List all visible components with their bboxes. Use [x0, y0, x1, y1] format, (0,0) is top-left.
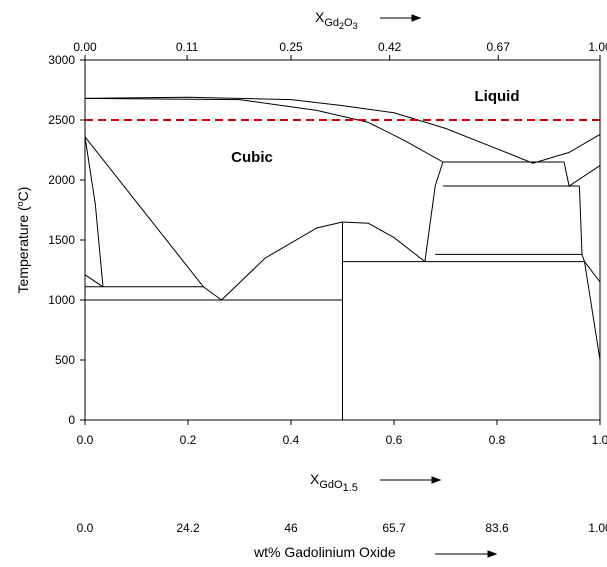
- label-part: C): [15, 187, 31, 202]
- phase-boundary: [84, 136, 222, 301]
- x2-axis-label: XGd2O3: [315, 9, 358, 31]
- label-part: 3: [353, 21, 358, 31]
- x3-tick-label: 65.7: [382, 521, 406, 535]
- label-part: X: [310, 471, 320, 487]
- phase-boundary: [584, 261, 601, 283]
- annotation: Liquid: [475, 88, 520, 105]
- x3-tick-label: 24.2: [176, 521, 200, 535]
- label-part: X: [315, 9, 325, 25]
- x2-tick-label: 0.67: [487, 40, 511, 54]
- annotation: Cubic: [231, 149, 273, 166]
- phase-boundary: [563, 161, 601, 187]
- y-tick-label: 3000: [48, 53, 75, 67]
- x-tick-label: 0.2: [180, 433, 197, 447]
- x2-tick-label: 0.11: [176, 40, 199, 54]
- x-tick-label: 1.0: [592, 433, 607, 447]
- phase-boundary: [424, 161, 444, 262]
- x2-tick-label: 1.00: [588, 40, 607, 54]
- y-tick-label: 1000: [48, 293, 75, 307]
- phase-boundary: [84, 274, 104, 288]
- x2-tick-label: 0.25: [279, 40, 303, 54]
- label-part: GdO: [319, 479, 343, 491]
- y-tick-label: 2500: [48, 113, 75, 127]
- phase-boundary: [84, 96, 601, 164]
- y-axis-label: Temperature (oC): [15, 187, 31, 294]
- label-part: O: [344, 17, 353, 29]
- y-tick-label: 0: [68, 413, 75, 427]
- x2-tick-label: 0.00: [73, 40, 97, 54]
- phase-boundary: [84, 136, 104, 287]
- label-part: Gd: [324, 17, 339, 29]
- arrows: [380, 14, 498, 558]
- x3-tick-label: 1.00: [588, 521, 607, 535]
- x-tick-label: 0.4: [283, 433, 300, 447]
- label-part: Temperature (: [15, 206, 31, 293]
- x2-tick-label: 0.42: [378, 40, 402, 54]
- y-tick-label: 500: [55, 353, 75, 367]
- phase-boundary: [578, 185, 601, 361]
- phase-boundary: [84, 97, 444, 163]
- x-tick-label: 0.8: [489, 433, 506, 447]
- x-tick-label: 0.0: [77, 433, 94, 447]
- label-part: 1.5: [343, 482, 358, 494]
- x-axis-label: XGdO1.5: [310, 471, 358, 494]
- phase-boundary: [221, 221, 426, 301]
- label-part: 2: [339, 21, 344, 31]
- x3-tick-label: 0.0: [77, 521, 94, 535]
- y-tick-label: 2000: [48, 173, 75, 187]
- x3-axis-label: wt% Gadolinium Oxide: [253, 544, 396, 560]
- x3-tick-label: 46: [284, 521, 298, 535]
- label-part: o: [15, 201, 25, 206]
- y-tick-label: 1500: [48, 233, 75, 247]
- x3-tick-label: 83.6: [485, 521, 509, 535]
- x-tick-label: 0.6: [386, 433, 403, 447]
